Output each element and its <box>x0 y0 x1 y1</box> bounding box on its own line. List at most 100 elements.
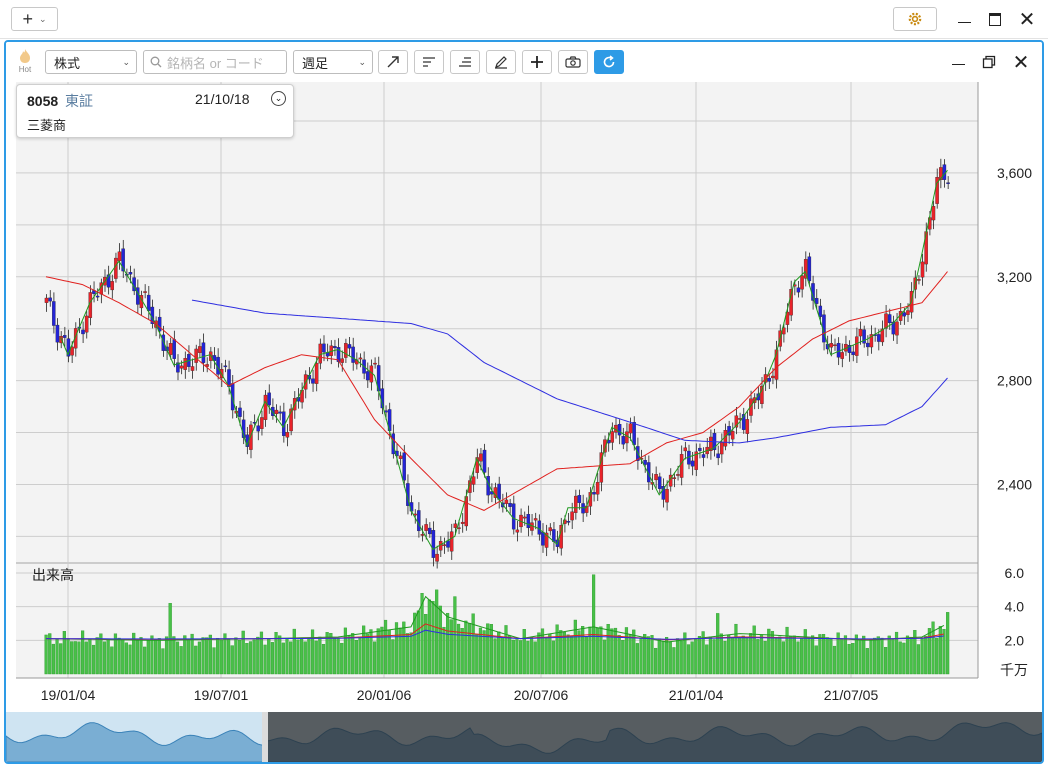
volume-bar <box>216 637 220 675</box>
volume-bar <box>70 641 74 675</box>
volume-bar <box>212 647 216 675</box>
panel-minimize-button[interactable] <box>945 49 971 75</box>
candle-up <box>183 358 187 370</box>
volume-bar <box>427 599 431 675</box>
search-field[interactable]: 銘柄名 or コード <box>143 50 287 74</box>
candle-up <box>548 527 552 532</box>
candle-up <box>917 279 921 281</box>
volume-bar <box>416 610 420 675</box>
candle-up <box>869 334 874 348</box>
candle-up <box>745 419 750 434</box>
volume-bar <box>446 612 450 675</box>
volume-bar <box>617 634 621 675</box>
volume-bar <box>792 635 796 675</box>
volume-bar <box>471 613 475 675</box>
volume-bar <box>274 632 278 675</box>
candle-up <box>730 431 735 440</box>
volume-bar <box>529 637 534 675</box>
volume-bar <box>566 634 570 675</box>
gear-icon <box>908 12 922 26</box>
volume-bar <box>354 639 358 675</box>
volume-bar <box>157 638 161 675</box>
date-axis-label: 20/01/06 <box>357 687 412 703</box>
volume-bar <box>858 639 862 675</box>
volume-bar <box>300 638 304 675</box>
candle-down <box>66 338 71 357</box>
refresh-button[interactable] <box>594 50 624 74</box>
volume-bar <box>449 619 453 675</box>
candle-up <box>314 363 319 384</box>
align-right-button[interactable] <box>450 50 480 74</box>
candle-down <box>482 449 487 473</box>
ticker-expand-button[interactable]: ⌄ <box>271 91 286 106</box>
volume-bar <box>712 639 716 675</box>
volume-bar <box>628 634 632 675</box>
candle-down <box>201 342 206 363</box>
settings-button[interactable] <box>893 7 937 31</box>
chevron-down-icon: ⌄ <box>122 57 130 67</box>
candle-up <box>424 524 428 531</box>
market-select[interactable]: 株式 ⌄ <box>45 50 137 74</box>
navigator-chart[interactable] <box>6 712 1042 762</box>
close-window-button[interactable]: ✕ <box>1014 6 1040 32</box>
volume-bar <box>511 639 515 675</box>
maximize-window-button[interactable] <box>982 6 1008 32</box>
new-tab-button[interactable]: + ⌄ <box>11 7 58 31</box>
candle-up <box>44 297 49 303</box>
candle-down <box>741 414 746 430</box>
candle-up <box>344 343 348 358</box>
period-select[interactable]: 週足 ⌄ <box>293 50 373 74</box>
panel-restore-button[interactable] <box>976 49 1002 75</box>
price-axis-label: 2,400 <box>997 476 1032 492</box>
crosshair-button[interactable] <box>522 50 552 74</box>
volume-bar <box>894 631 899 675</box>
align-left-button[interactable] <box>414 50 444 74</box>
range-navigator[interactable] <box>6 712 1042 762</box>
screenshot-button[interactable] <box>558 50 588 74</box>
volume-bar <box>909 636 913 675</box>
draw-button[interactable] <box>486 50 516 74</box>
volume-bar <box>124 642 128 675</box>
volume-bar <box>383 619 388 675</box>
minimize-window-button[interactable] <box>951 6 977 32</box>
panel-close-button[interactable]: ✕ <box>1008 49 1034 75</box>
volume-bar <box>599 626 603 675</box>
date-axis-label: 21/01/04 <box>669 687 724 703</box>
candle-down <box>157 316 162 332</box>
volume-bar <box>548 633 552 675</box>
candle-up <box>803 259 808 279</box>
volume-bar <box>741 635 745 675</box>
candle-down <box>172 339 176 359</box>
candle-down <box>807 256 812 282</box>
volume-bar <box>544 638 548 675</box>
maximize-icon <box>989 12 1001 26</box>
chevron-down-icon: ⌄ <box>274 93 283 103</box>
candle-up <box>533 518 538 521</box>
candle-up <box>884 313 888 329</box>
candle-down <box>756 393 761 401</box>
volume-bar <box>460 628 464 675</box>
volume-bar <box>493 638 497 675</box>
volume-bar <box>369 629 373 675</box>
volume-bar <box>905 635 910 675</box>
candle-down <box>63 335 67 338</box>
trend-line-button[interactable] <box>378 50 408 74</box>
volume-bar <box>602 639 607 675</box>
candle-up <box>709 436 713 452</box>
price-chart[interactable]: 3,600 3,200 2,800 2,400 6.0 4.0 2.0 千万 出来高 19/01/… <box>6 82 1042 712</box>
volume-bar <box>570 635 574 675</box>
volume-bar <box>230 645 234 675</box>
volume-bar <box>624 627 629 675</box>
volume-bar <box>226 638 231 675</box>
candle-down <box>891 321 896 335</box>
candle-up <box>920 261 925 278</box>
candle-up <box>471 476 476 485</box>
volume-bar <box>380 626 384 675</box>
volume-bar <box>475 633 479 675</box>
volume-bar <box>734 623 738 675</box>
candle-down <box>902 312 907 317</box>
candle-up <box>475 457 479 473</box>
ma-short-line <box>60 169 948 551</box>
volume-bar <box>318 636 322 675</box>
volume-bar <box>183 635 187 675</box>
